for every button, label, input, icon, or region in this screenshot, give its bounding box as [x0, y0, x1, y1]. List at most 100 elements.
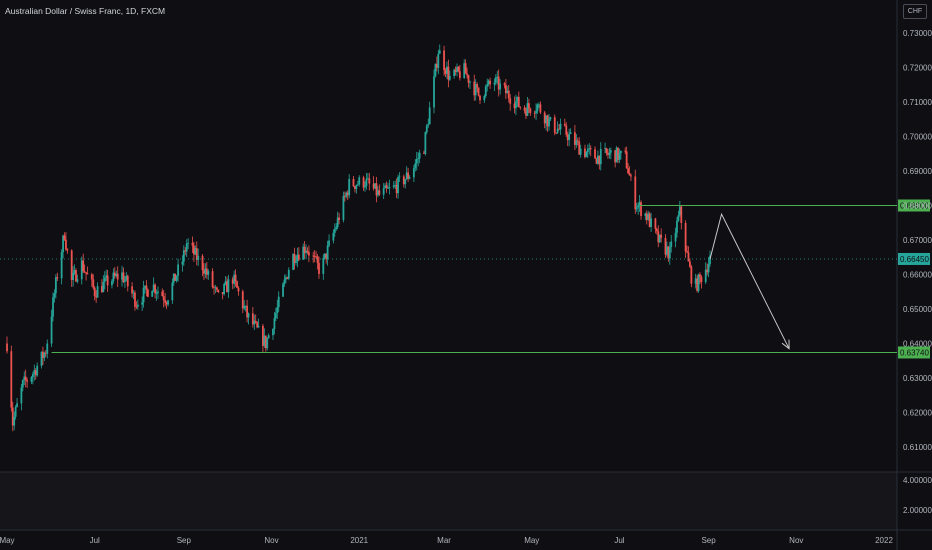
- candle-body: [362, 177, 365, 188]
- candle-body: [507, 90, 510, 99]
- currency-badge[interactable]: CHF: [903, 4, 927, 19]
- candle-body: [62, 235, 64, 253]
- candle-body: [594, 149, 596, 159]
- candle-body: [678, 206, 681, 216]
- candle-body: [568, 133, 571, 141]
- candle-body: [60, 252, 63, 279]
- candle-body: [135, 306, 138, 308]
- candle-body: [211, 271, 214, 288]
- candle-body: [336, 217, 339, 227]
- candle-body: [53, 293, 56, 298]
- candle-body: [272, 329, 274, 336]
- candle-body: [447, 66, 450, 80]
- candle-body: [407, 172, 410, 179]
- candle-body: [607, 152, 609, 155]
- y-tick-label: 0.66000: [903, 271, 932, 280]
- candle-body: [494, 77, 497, 83]
- candle-body: [263, 335, 266, 346]
- candle-body: [93, 287, 96, 297]
- candle-body: [647, 213, 650, 220]
- candle-body: [194, 248, 197, 255]
- candle-body: [630, 175, 632, 177]
- candle-body: [464, 63, 467, 74]
- candle-body: [54, 277, 57, 294]
- candle-body: [31, 373, 34, 378]
- candle-body: [241, 291, 244, 309]
- candle-body: [696, 278, 698, 291]
- candle-body: [251, 313, 254, 325]
- candle-body: [655, 228, 658, 232]
- candle-body: [697, 274, 700, 291]
- candle-body: [527, 103, 530, 109]
- candle-body: [466, 73, 468, 76]
- candle-body: [424, 132, 427, 154]
- y-tick-label: 0.71000: [903, 98, 932, 107]
- candle-body: [90, 274, 93, 280]
- candle-body: [372, 183, 375, 189]
- candle-body: [446, 66, 448, 74]
- candle-body: [217, 289, 220, 293]
- candle-body: [378, 190, 381, 195]
- candle-body: [105, 275, 108, 278]
- candle-body: [174, 273, 177, 281]
- candle-body: [556, 128, 559, 133]
- current-price-badge: [898, 252, 930, 265]
- candle-body: [456, 66, 458, 73]
- candle-body: [266, 338, 269, 349]
- candle-body: [123, 280, 126, 282]
- projection-arrowhead: [781, 339, 790, 350]
- candle-body: [142, 287, 145, 303]
- candle-body: [707, 264, 710, 273]
- candle-body: [365, 178, 368, 187]
- candle-body: [366, 178, 369, 180]
- candle-body: [504, 84, 507, 94]
- candle-body: [382, 188, 385, 195]
- candle-body: [325, 253, 328, 260]
- candle-body: [638, 202, 641, 206]
- candle-body: [14, 407, 17, 417]
- candle-body: [634, 176, 637, 210]
- candle-body: [575, 140, 578, 145]
- candle-body: [625, 151, 628, 169]
- candle-body: [21, 380, 24, 388]
- y-tick-label: 0.62000: [903, 409, 932, 418]
- candle-body: [614, 150, 617, 163]
- candle-body: [221, 292, 224, 295]
- candle-body: [620, 150, 622, 154]
- candle-body: [76, 279, 79, 282]
- candle-body: [262, 325, 264, 346]
- candle-body: [276, 307, 279, 314]
- candle-body: [316, 256, 319, 263]
- candle-body: [427, 124, 430, 126]
- candle-body: [348, 178, 351, 196]
- candle-body: [687, 252, 690, 262]
- candle-body: [579, 148, 582, 155]
- y-tick-label: 0.64000: [903, 340, 932, 349]
- candle-body: [374, 183, 376, 189]
- candle-body: [282, 283, 284, 297]
- candle-body: [604, 148, 606, 150]
- candle-body: [338, 217, 341, 221]
- candle-body: [586, 148, 589, 152]
- candle-body: [627, 168, 629, 174]
- x-tick-label: 2021: [350, 536, 368, 545]
- candle-body: [368, 178, 371, 184]
- candle-body: [595, 158, 598, 164]
- candle-body: [332, 232, 335, 241]
- candle-body: [375, 183, 378, 196]
- candle-body: [254, 320, 257, 323]
- candle-body: [82, 260, 85, 272]
- candle-body: [680, 206, 683, 223]
- candle-body: [244, 305, 247, 307]
- candle-body: [566, 134, 569, 141]
- candle-body: [56, 277, 59, 279]
- candle-body: [388, 187, 391, 189]
- candle-body: [686, 251, 688, 253]
- candle-body: [525, 110, 527, 116]
- candle-body: [605, 148, 608, 153]
- x-tick-label: Sep: [701, 536, 716, 545]
- y-tick-label: 0.72000: [903, 64, 932, 73]
- candle-body: [599, 148, 602, 165]
